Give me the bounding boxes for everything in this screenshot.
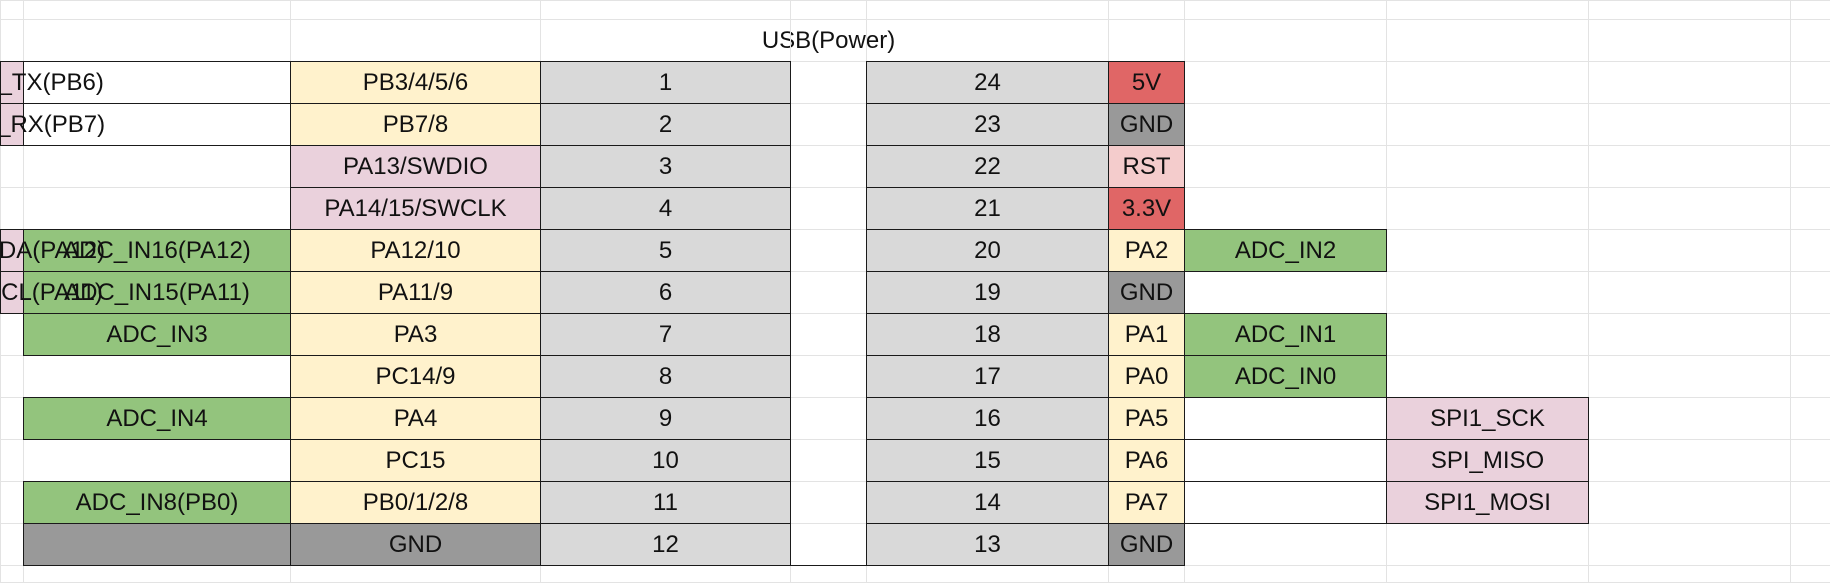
pin-number: 20 [866, 229, 1109, 272]
pin-number: 11 [540, 481, 791, 524]
adc-label: ADC_IN0 [1184, 355, 1387, 398]
gpio-label: GND [290, 523, 541, 566]
adc-label: ADC_IN15(PA11) [23, 271, 291, 314]
pin-number: 22 [866, 145, 1109, 188]
pin-number: 7 [540, 313, 791, 356]
pin-number: 17 [866, 355, 1109, 398]
pin-number: 14 [866, 481, 1109, 524]
pin-number: 2 [540, 103, 791, 146]
gpio-label: PA12/10 [290, 229, 541, 272]
function-label: UART1_RX(PB7) [0, 103, 105, 146]
gpio-label: 5V [1108, 61, 1185, 104]
gpio-label: PA4 [290, 397, 541, 440]
adc-label: ADC_IN3 [23, 313, 291, 356]
empty-cell [1184, 481, 1387, 524]
function-label: SPI1_MOSI [1386, 481, 1589, 524]
pin-number: 6 [540, 271, 791, 314]
gpio-label: 3.3V [1108, 187, 1185, 230]
empty-cell [23, 61, 291, 104]
gpio-label: PA14/15/SWCLK [290, 187, 541, 230]
pin-number: 13 [866, 523, 1109, 566]
gpio-label: PA11/9 [290, 271, 541, 314]
gpio-label: PB7/8 [290, 103, 541, 146]
pin-number: 18 [866, 313, 1109, 356]
pin-number: 10 [540, 439, 791, 482]
gpio-label: PA2 [1108, 229, 1185, 272]
pin-number: 8 [540, 355, 791, 398]
pin-number: 5 [540, 229, 791, 272]
gpio-label: GND [1108, 271, 1185, 314]
usb-power-header: USB(Power) [762, 19, 895, 62]
function-label: I2C2_SCL(PA11) [0, 271, 103, 314]
gpio-label: PB0/1/2/8 [290, 481, 541, 524]
pin-number: 23 [866, 103, 1109, 146]
empty-cell [23, 523, 291, 566]
pin-number: 3 [540, 145, 791, 188]
empty-cell [1184, 439, 1387, 482]
pin-number: 16 [866, 397, 1109, 440]
gpio-label: PC14/9 [290, 355, 541, 398]
gpio-label: PA0 [1108, 355, 1185, 398]
pin-number: 1 [540, 61, 791, 104]
gpio-label: GND [1108, 103, 1185, 146]
gpio-label: PA6 [1108, 439, 1185, 482]
empty-cell [23, 103, 291, 146]
pin-number: 24 [866, 61, 1109, 104]
pin-number: 21 [866, 187, 1109, 230]
empty-cell [1184, 397, 1387, 440]
function-label: SPI1_SCK [1386, 397, 1589, 440]
pin-number: 4 [540, 187, 791, 230]
pin-number: 19 [866, 271, 1109, 314]
gpio-label: PA1 [1108, 313, 1185, 356]
gpio-label: PA5 [1108, 397, 1185, 440]
function-label: I2C2_SDA(PA12) [0, 229, 105, 272]
gpio-label: PC15 [290, 439, 541, 482]
board-gap [790, 61, 867, 566]
gpio-label: PB3/4/5/6 [290, 61, 541, 104]
pin-number: 9 [540, 397, 791, 440]
gpio-label: PA7 [1108, 481, 1185, 524]
function-label: SPI_MISO [1386, 439, 1589, 482]
gpio-label: RST [1108, 145, 1185, 188]
gpio-label: PA3 [290, 313, 541, 356]
gpio-label: GND [1108, 523, 1185, 566]
pin-number: 15 [866, 439, 1109, 482]
function-label: UART1_TX(PB6) [0, 61, 104, 104]
adc-label: ADC_IN4 [23, 397, 291, 440]
gpio-label: PA13/SWDIO [290, 145, 541, 188]
pin-number: 12 [540, 523, 791, 566]
adc-label: ADC_IN2 [1184, 229, 1387, 272]
adc-label: ADC_IN8(PB0) [23, 481, 291, 524]
adc-label: ADC_IN1 [1184, 313, 1387, 356]
